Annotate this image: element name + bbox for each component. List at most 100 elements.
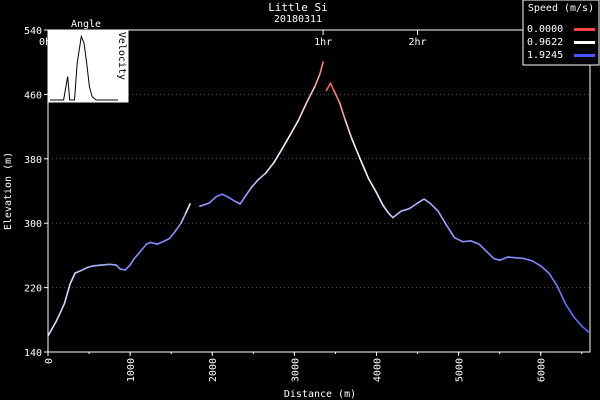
elevation-segment <box>74 269 82 274</box>
y-tick-label: 540 <box>24 26 42 37</box>
elevation-segment <box>257 172 267 181</box>
legend-swatch-mid <box>574 41 595 44</box>
time-marker-label: 1hr <box>314 37 332 48</box>
inset-chart: Angle Velocity <box>47 19 129 103</box>
elevation-segment <box>498 256 509 262</box>
elevation-segment <box>429 202 439 212</box>
x-tick-label: 6000 <box>537 358 548 382</box>
elevation-segment <box>478 243 489 253</box>
elevation-segment <box>239 195 246 205</box>
elevation-segment <box>539 265 550 274</box>
elevation-segment <box>359 158 370 179</box>
elevation-segment <box>156 240 164 245</box>
elevation-segment <box>297 101 308 121</box>
x-tick-label: 4000 <box>372 358 383 382</box>
elevation-segment <box>100 263 111 266</box>
elevation-segment <box>244 186 253 198</box>
elevation-segment <box>174 222 182 233</box>
elevation-segment <box>400 207 411 212</box>
legend-title: Speed (m/s) <box>528 3 594 14</box>
x-tick-label: 2000 <box>208 358 219 382</box>
elevation-segment <box>137 248 144 255</box>
elevation-segment <box>185 203 191 214</box>
elevation-segment <box>392 210 402 219</box>
elevation-segment <box>289 119 300 136</box>
legend-swatch-slow <box>574 28 595 31</box>
chart-subtitle: 20180311 <box>274 14 322 25</box>
elevation-segment <box>80 266 89 272</box>
elevation-segment <box>408 202 419 210</box>
elevation-segment <box>55 302 66 323</box>
legend-swatch-fast <box>574 54 595 57</box>
elevation-segment <box>281 133 292 150</box>
elevation-segment <box>325 82 332 92</box>
y-tick-label: 380 <box>24 155 42 166</box>
elevation-segment <box>515 256 526 260</box>
chart-title: Little Si <box>268 1 328 14</box>
elevation-segment <box>382 204 390 215</box>
y-tick-label: 460 <box>24 90 42 101</box>
elevation-segment <box>318 61 324 76</box>
elevation-segment <box>180 211 187 224</box>
elevation-segment <box>272 148 283 164</box>
elevation-segment <box>329 82 335 92</box>
elevation-segment <box>47 320 58 337</box>
elevation-segment <box>92 264 103 267</box>
y-axis-label: Elevation (m) <box>3 152 14 230</box>
elevation-segment <box>493 257 501 262</box>
legend-label-fast: 1.9245 <box>527 50 563 61</box>
elevation-series <box>47 61 590 337</box>
elevation-segment <box>572 315 583 328</box>
elevation-segment <box>86 265 94 269</box>
elevation-segment <box>332 89 341 104</box>
x-tick-label: 1000 <box>126 358 137 382</box>
inset-background <box>47 29 129 103</box>
inset-title: Angle <box>71 19 101 30</box>
elevation-segment <box>115 264 122 270</box>
elevation-segment <box>580 325 590 333</box>
elevation-segment <box>264 162 275 175</box>
legend-label-slow: 0.0000 <box>527 24 563 35</box>
y-tick-label: 300 <box>24 219 42 230</box>
elevation-segment <box>215 193 223 198</box>
elevation-segment <box>523 257 534 262</box>
elevation-segment <box>453 236 464 243</box>
elevation-segment <box>338 101 347 121</box>
y-tick-label: 220 <box>24 284 42 295</box>
elevation-segment <box>437 210 448 226</box>
elevation-segment <box>564 302 575 318</box>
x-axis-label: Distance (m) <box>284 389 356 400</box>
elevation-segment <box>149 241 158 245</box>
elevation-segment <box>486 251 495 260</box>
elevation-segment <box>141 243 148 250</box>
elevation-segment <box>227 196 236 203</box>
elevation-segment <box>199 202 210 208</box>
inset-side-label: Velocity <box>116 32 127 80</box>
elevation-segment <box>129 257 135 266</box>
plot-frame <box>47 29 591 353</box>
elevation-segment <box>124 264 131 271</box>
elevation-segment <box>556 285 567 305</box>
elevation-segment <box>470 240 480 245</box>
elevation-segment <box>305 85 316 104</box>
legend: Speed (m/s) 0.0000 0.9622 1.9245 <box>522 0 600 66</box>
elevation-segment <box>208 195 218 204</box>
elevation-segment <box>63 282 71 305</box>
elevation-segment <box>344 119 353 140</box>
elevation-segment <box>531 260 542 267</box>
y-tick-label: 140 <box>24 348 42 359</box>
grid <box>48 93 590 289</box>
elevation-segment <box>250 178 260 188</box>
elevation-segment <box>548 272 559 287</box>
elevation-segment <box>423 198 431 204</box>
elevation-segment <box>461 240 472 243</box>
elevation-segment <box>168 230 177 240</box>
legend-label-mid: 0.9622 <box>527 37 563 48</box>
elevation-segment <box>416 198 425 204</box>
time-marker-label: 2hr <box>409 37 427 48</box>
elevation-segment <box>445 224 456 239</box>
x-tick-label: 0 <box>44 358 55 364</box>
elevation-segment <box>119 268 126 271</box>
elevation-segment <box>350 137 361 160</box>
